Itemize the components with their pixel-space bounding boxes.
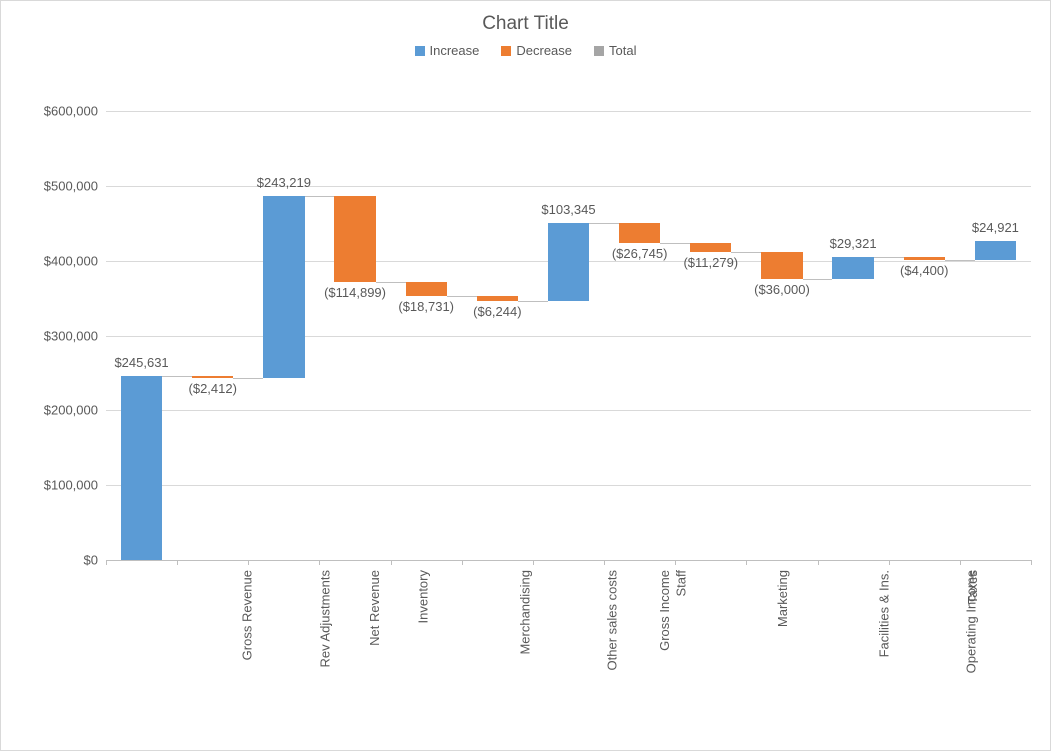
connector-line [305,196,335,197]
legend-swatch [594,46,604,56]
x-axis-tick [391,560,392,565]
x-axis-tick [818,560,819,565]
x-axis-tick [533,560,534,565]
decrease-bar [904,257,945,260]
x-axis-tick [177,560,178,565]
legend-swatch [415,46,425,56]
bar-value-label: $24,921 [972,220,1019,235]
x-axis-category-label: Inventory [416,570,431,623]
x-axis-tick [462,560,463,565]
bar-value-label: $243,219 [257,175,311,190]
chart-title: Chart Title [1,1,1050,35]
gridline [106,336,1031,337]
bar-value-label: $245,631 [114,355,168,370]
chart-legend: Increase Decrease Total [1,43,1050,58]
x-axis-category-label: Merchandising [518,570,533,655]
x-axis-category-label: Other sales costs [605,570,620,670]
gridline [106,186,1031,187]
x-axis-category-label: Facilities & Ins. [876,570,891,657]
gridline [106,410,1031,411]
decrease-bar [192,376,233,378]
x-axis-tick [889,560,890,565]
increase-bar [832,257,873,279]
connector-line [803,279,833,280]
connector-line [589,223,619,224]
legend-swatch [501,46,511,56]
decrease-bar [690,243,731,251]
connector-line [518,301,548,302]
connector-line [447,296,477,297]
bar-value-label: $103,345 [541,202,595,217]
connector-line [233,378,263,379]
bar-value-label: ($114,899) [324,285,386,300]
y-axis-tick-label: $0 [84,553,98,568]
x-axis-tick [675,560,676,565]
waterfall-chart: Chart Title IncreaseDecreaseTotal $0$100… [0,0,1051,751]
increase-bar [121,376,162,560]
x-axis-tick [319,560,320,565]
x-axis-tick [746,560,747,565]
bar-value-label: ($18,731) [398,299,454,314]
legend-label: Increase [430,43,480,58]
y-axis-tick-label: $400,000 [44,253,98,268]
connector-line [660,243,690,244]
x-axis-category-label: Gross Revenue [239,570,254,660]
y-axis-tick-label: $200,000 [44,403,98,418]
decrease-bar [761,252,802,279]
legend-label: Decrease [516,43,572,58]
bar-value-label: ($6,244) [473,304,521,319]
plot-area: $0$100,000$200,000$300,000$400,000$500,0… [106,111,1031,560]
x-axis-category-label: Net Revenue [367,570,382,646]
connector-line [731,252,761,253]
decrease-bar [334,196,375,282]
bar-value-label: ($26,745) [612,246,668,261]
x-axis-tick [960,560,961,565]
decrease-bar [406,282,447,296]
bar-value-label: ($36,000) [754,282,810,297]
bar-value-label: $29,321 [830,236,877,251]
connector-line [874,257,904,258]
x-axis-category-label: Taxes [965,570,980,604]
connector-line [376,282,406,283]
connector-line [162,376,192,377]
x-axis-category-label: Staff [673,570,688,597]
x-axis-tick [604,560,605,565]
x-axis-category-label: Gross Income [656,570,671,651]
decrease-bar [619,223,660,243]
gridline [106,485,1031,486]
bar-value-label: ($4,400) [900,263,948,278]
legend-item: Decrease [501,43,572,58]
y-axis-tick-label: $100,000 [44,478,98,493]
legend-item: Increase [415,43,480,58]
increase-bar [263,196,304,378]
legend-item: Total [594,43,636,58]
decrease-bar [477,296,518,301]
gridline [106,111,1031,112]
x-axis-tick [106,560,107,565]
x-axis-category-label: Marketing [775,570,790,627]
x-axis-category-label: Rev Adjustments [317,570,332,668]
y-axis-tick-label: $300,000 [44,328,98,343]
connector-line [945,260,975,261]
increase-bar [548,223,589,300]
x-axis-tick [248,560,249,565]
baseline [106,560,1031,561]
bar-value-label: ($2,412) [189,381,237,396]
y-axis-tick-label: $500,000 [44,178,98,193]
legend-label: Total [609,43,636,58]
y-axis-tick-label: $600,000 [44,104,98,119]
increase-bar [975,241,1016,260]
bar-value-label: ($11,279) [683,255,738,270]
x-axis-tick [1031,560,1032,565]
